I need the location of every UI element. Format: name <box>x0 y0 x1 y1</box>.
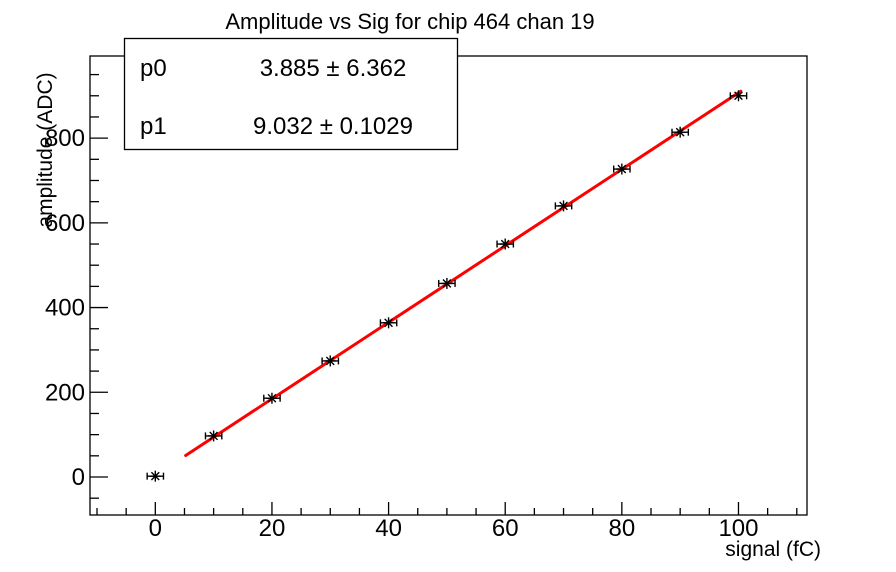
marker-asterisk-ray <box>734 91 743 101</box>
x-tick-label: 40 <box>375 515 402 542</box>
marker-asterisk-ray <box>675 127 685 137</box>
stats-box: p0 3.885 ± 6.362 p1 9.032 ± 0.1029 <box>123 37 459 151</box>
x-tick-label: 100 <box>718 515 758 542</box>
marker-asterisk-ray <box>209 431 219 441</box>
y-tick-label: 0 <box>72 464 85 491</box>
data-point <box>496 238 515 250</box>
stats-box-frame <box>123 37 459 151</box>
stat-p1-name: p1 <box>140 113 167 140</box>
y-tick-label: 600 <box>45 210 85 237</box>
x-tick-label: 60 <box>492 515 519 542</box>
marker-asterisk-ray <box>617 164 627 174</box>
data-point <box>612 163 631 175</box>
marker-asterisk-ray <box>267 393 277 403</box>
data-point <box>204 430 223 442</box>
marker-asterisk-ray <box>500 239 510 249</box>
marker-asterisk-ray <box>325 356 335 366</box>
marker-asterisk-ray <box>384 318 393 328</box>
data-point <box>438 277 456 289</box>
plot-title: Amplitude vs Sig for chip 464 chan 19 <box>225 9 594 34</box>
fit-line <box>184 89 743 457</box>
x-tick-label: 80 <box>608 515 635 542</box>
data-point <box>554 200 573 212</box>
y-axis-title: amplitude (ADC) <box>34 72 57 227</box>
data-point <box>321 355 340 367</box>
data-point <box>263 392 281 404</box>
stat-p0-value: 3.885 ± 6.362 <box>260 55 407 82</box>
marker-asterisk-ray <box>442 279 452 288</box>
x-tick-label: 20 <box>259 515 286 542</box>
x-axis-title: signal (fC) <box>725 538 821 561</box>
marker-asterisk-ray <box>559 201 568 211</box>
y-tick-label: 400 <box>45 295 85 322</box>
data-point <box>729 90 748 102</box>
marker-asterisk-ray <box>150 471 160 481</box>
chart-area: 0 20 40 60 80 100 0 200 400 600 800 <box>45 55 808 542</box>
stat-p1-value: 9.032 ± 0.1029 <box>253 113 413 140</box>
y-tick-label: 200 <box>45 379 85 406</box>
y-tick-label: 800 <box>45 125 85 152</box>
data-point <box>379 317 398 329</box>
data-point <box>146 470 165 482</box>
stat-p0-name: p0 <box>140 55 167 82</box>
x-tick-label: 0 <box>149 515 162 542</box>
data-point <box>671 126 690 138</box>
